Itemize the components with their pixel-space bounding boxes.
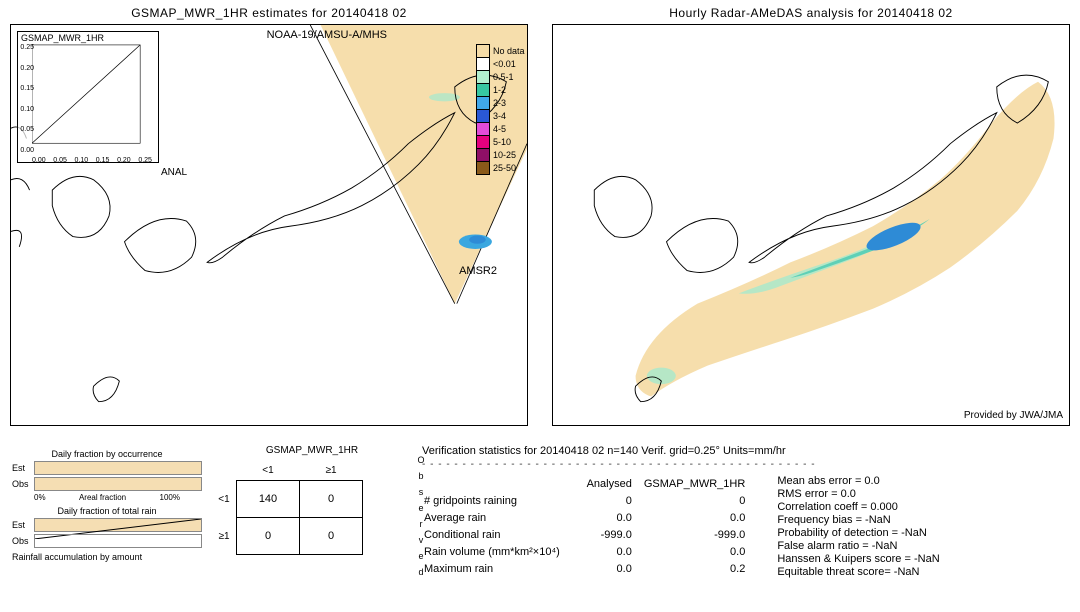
inset-title: GSMAP_MWR_1HR [18,32,158,44]
stats-colB: GSMAP_MWR_1HR [644,476,755,491]
stat-a: 0.0 [572,545,642,560]
mx-11: 0 [300,518,363,555]
est-label2: Est [12,520,34,530]
stat-metric: False alarm ratio = -NaN [777,540,939,552]
scale-mid: Areal fraction [79,493,126,502]
mx-01: 0 [300,481,363,518]
stats-column: Verification statistics for 20140418 02 … [422,445,1068,579]
rain-obs-bar [34,534,202,548]
legend-item: 4-5 [476,122,536,135]
stat-b: 0.0 [644,545,755,560]
coastlines-right [553,25,1069,426]
annot-noaa: NOAA-19/AMSU-A/MHS [267,29,387,41]
legend-item: 1-2 [476,83,536,96]
stat-metric: Correlation coeff = 0.000 [777,501,939,513]
bars-column: Daily fraction by occurrence Est Obs 0% A… [12,445,202,579]
matrix-column: Observed GSMAP_MWR_1HR <1≥1 <11400 ≥100 [212,445,412,579]
stat-b: 0.0 [644,510,755,525]
stats-right: Mean abs error = 0.0RMS error = 0.0Corre… [777,474,939,579]
observed-vert: Observed [416,455,426,583]
scale-0: 0% [34,493,46,502]
legend-item: 25-50 [476,161,536,174]
annot-anal: ANAL [161,167,187,178]
legend-item: 10-25 [476,148,536,161]
right-map-frame: 120125130135140145150 454035302520 Provi… [552,24,1070,426]
stat-label: Average rain [424,510,570,525]
stat-metric: RMS error = 0.0 [777,488,939,500]
stat-metric: Frequency bias = -NaN [777,514,939,526]
stat-metric: Probability of detection = -NaN [777,527,939,539]
stat-a: 0 [572,493,642,508]
maps-row: GSMAP_MWR_1HR estimates for 20140418 02 [0,0,1080,439]
matrix-title: GSMAP_MWR_1HR [212,445,412,456]
left-map-frame: GSMAP_MWR_1HR 0.250.200.150.100.050.00 0… [10,24,528,426]
provided-text: Provided by JWA/JMA [964,410,1063,421]
rain-title: Daily fraction of total rain [12,506,202,516]
color-legend: No data<0.010.5-11-22-33-44-55-1010-2525… [476,44,536,174]
stats-sep: - - - - - - - - - - - - - - - - - - - - … [422,459,1068,470]
mx-col1: <1 [237,460,300,481]
legend-item: 5-10 [476,135,536,148]
stat-label: # gridpoints raining [424,493,570,508]
bottom-row: Daily fraction by occurrence Est Obs 0% A… [0,439,1080,579]
stat-a: 0.0 [572,562,642,577]
stat-metric: Hanssen & Kuipers score = -NaN [777,553,939,565]
legend-item: 3-4 [476,109,536,122]
stat-metric: Mean abs error = 0.0 [777,475,939,487]
stats-table: AnalysedGSMAP_MWR_1HR # gridpoints raini… [422,474,757,579]
legend-item: 0.5-1 [476,70,536,83]
right-map-title: Hourly Radar-AMeDAS analysis for 2014041… [552,6,1070,20]
stat-a: -999.0 [572,527,642,542]
est-label: Est [12,463,34,473]
stat-label: Maximum rain [424,562,570,577]
stat-a: 0.0 [572,510,642,525]
left-map-title: GSMAP_MWR_1HR estimates for 20140418 02 [10,6,528,20]
rain-est-bar [34,518,202,532]
legend-item: 2-3 [476,96,536,109]
contingency-table: <1≥1 <11400 ≥100 [212,460,363,555]
stat-b: 0.2 [644,562,755,577]
stat-b: -999.0 [644,527,755,542]
occ-title: Daily fraction by occurrence [12,449,202,459]
stat-b: 0 [644,493,755,508]
page-root: GSMAP_MWR_1HR estimates for 20140418 02 [0,0,1080,612]
obs-label: Obs [12,479,34,489]
mx-row1: <1 [212,481,237,518]
obs-label2: Obs [12,536,34,546]
occ-est-bar [34,461,202,475]
stat-metric: Equitable threat score= -NaN [777,566,939,578]
stat-label: Rain volume (mm*km²×10⁴) [424,545,570,560]
legend-item: <0.01 [476,57,536,70]
annot-amsr2: AMSR2 [459,265,497,277]
stats-colA: Analysed [572,476,642,491]
mx-row2: ≥1 [212,518,237,555]
inset-scatter: GSMAP_MWR_1HR 0.250.200.150.100.050.00 0… [17,31,159,163]
stat-label: Conditional rain [424,527,570,542]
left-map-panel: GSMAP_MWR_1HR estimates for 20140418 02 [10,4,528,439]
scale-100: 100% [160,493,180,502]
stats-header: Verification statistics for 20140418 02 … [422,445,1068,457]
accum-title: Rainfall accumulation by amount [12,552,202,562]
mx-10: 0 [237,518,300,555]
legend-item: No data [476,44,536,57]
inset-plot [32,44,150,154]
mx-00: 140 [237,481,300,518]
right-map-panel: Hourly Radar-AMeDAS analysis for 2014041… [552,4,1070,439]
mx-col2: ≥1 [300,460,363,481]
occ-obs-bar [34,477,202,491]
